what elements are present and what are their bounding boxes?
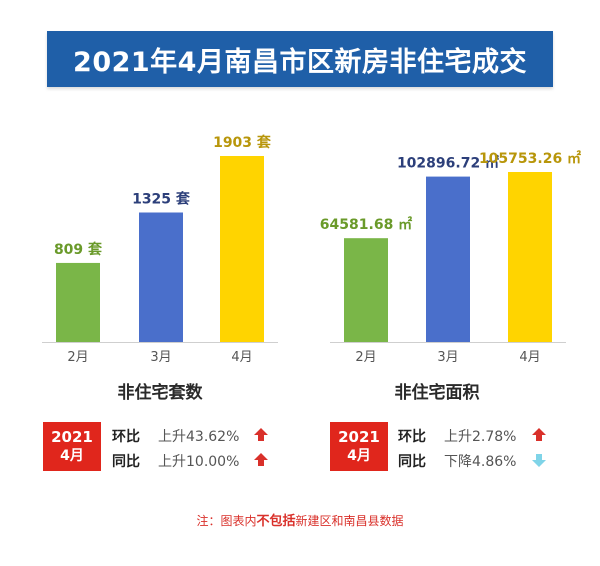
data-label: 809 套 <box>54 241 102 258</box>
footnote-prefix: 注：图表内 <box>196 514 257 528</box>
x-tick-label: 4月 <box>231 350 252 365</box>
badge-month: 4月 <box>60 448 84 464</box>
x-tick-label: 3月 <box>150 350 171 365</box>
stat-value: 下降4.86% <box>444 454 517 470</box>
bar <box>220 156 264 342</box>
chart-area: 64581.68 ㎡ 2月 102896.72 ㎡ 3月 105753.26 ㎡ 4月 <box>320 150 581 365</box>
chart-units: 809 套 2月 1325 套 3月 1903 套 4月 <box>42 134 278 365</box>
stat-row-yoy-area: 同比 下降4.86% <box>398 451 516 471</box>
bar <box>508 172 552 342</box>
stat-row-yoy-units: 同比 上升10.00% <box>112 451 239 471</box>
data-label: 1903 套 <box>213 134 271 151</box>
data-label: 102896.72 ㎡ <box>397 155 499 172</box>
data-label: 1325 套 <box>132 190 190 207</box>
bar <box>56 262 100 342</box>
bar <box>344 238 388 342</box>
stat-row-mom-units: 环比 上升43.62% <box>112 426 239 446</box>
x-tick-label: 3月 <box>437 350 458 365</box>
x-tick-label: 2月 <box>355 350 376 365</box>
data-label: 105753.26 ㎡ <box>479 150 581 167</box>
bar <box>426 176 470 342</box>
stat-label: 同比 <box>112 454 140 470</box>
page-title: 2021年4月南昌市区新房非住宅成交 <box>73 46 527 78</box>
footnote-suffix: 新建区和南昌县数据 <box>295 514 404 528</box>
stat-label: 环比 <box>398 429 426 445</box>
stat-label: 环比 <box>112 429 140 445</box>
x-tick-label: 2月 <box>67 350 88 365</box>
stat-label: 同比 <box>398 454 426 470</box>
year-badge-area: 2021 4月 <box>330 422 388 471</box>
chart-title-units: 非住宅套数 <box>117 383 203 403</box>
x-tick-label: 4月 <box>519 350 540 365</box>
stat-value: 上升10.00% <box>158 454 240 470</box>
stat-row-mom-area: 环比 上升2.78% <box>398 426 516 446</box>
chart-title-area: 非住宅面积 <box>394 383 480 403</box>
bar <box>139 212 183 342</box>
title-banner: 2021年4月南昌市区新房非住宅成交 <box>47 31 553 87</box>
stat-value: 上升2.78% <box>444 429 517 445</box>
badge-year: 2021 <box>338 428 380 446</box>
badge-month: 4月 <box>347 448 371 464</box>
data-label: 64581.68 ㎡ <box>320 216 412 233</box>
badge-year: 2021 <box>51 428 93 446</box>
stat-value: 上升43.62% <box>158 429 240 445</box>
year-badge-units: 2021 4月 <box>43 422 101 471</box>
footnote-emphasis: 不包括 <box>256 514 296 529</box>
footnote: 注：图表内不包括新建区和南昌县数据 <box>0 510 600 529</box>
